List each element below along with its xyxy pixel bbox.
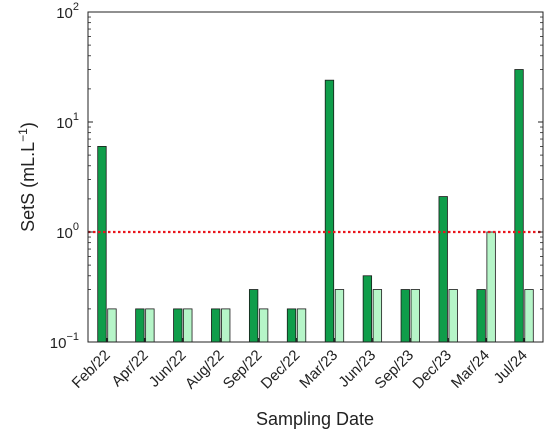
x-tick-label: Dec/23 [409, 347, 455, 393]
plot-area-background [88, 12, 543, 342]
bar-Jun-22-series-2 [183, 308, 193, 343]
bar-Feb-22-series-1 [97, 145, 107, 343]
bar-Feb-22-series-2 [107, 308, 117, 343]
bar-Jun-22-series-1 [173, 308, 183, 343]
y-tick-label: 10−1 [50, 331, 79, 352]
y-tick-label: 102 [56, 1, 79, 22]
bar-Aug-22-series-2 [221, 308, 231, 343]
y-tick-label: 100 [56, 221, 79, 242]
x-tick-label: Jun/23 [335, 347, 379, 391]
y-tick-exponent: 0 [73, 221, 79, 233]
x-tick-label: Mar/23 [296, 347, 341, 392]
x-axis-label: Sampling Date [256, 409, 374, 429]
bars-group [97, 69, 534, 343]
bar-Dec-23-series-2 [448, 289, 458, 343]
y-tick-label: 101 [56, 111, 79, 132]
bar-Mar-24-series-1 [476, 289, 486, 343]
bar-Jun-23-series-2 [372, 289, 383, 343]
bar-Mar-23-series-1 [324, 79, 335, 343]
bar-Jul-24-series-1 [514, 69, 524, 343]
bar-Sep-23-series-2 [410, 289, 420, 343]
plot-frame [87, 11, 544, 343]
bar-Dec-22-series-1 [286, 308, 297, 343]
bar-Sep-22-series-2 [258, 308, 269, 343]
y-axis-label-text: SetS (mL.L [18, 142, 38, 232]
x-tick-label: Sep/23 [371, 347, 417, 393]
x-tick-label: Jun/22 [146, 347, 190, 391]
y-tick-base: 10 [56, 115, 73, 132]
y-axis-label-exponent: −1 [16, 128, 30, 142]
x-tick-label: Aug/22 [182, 347, 228, 393]
x-ticks-group: Feb/22Apr/22Jun/22Aug/22Sep/22Dec/22Mar/… [69, 338, 531, 392]
bar-Sep-23-series-1 [400, 289, 410, 343]
bar-Dec-22-series-2 [296, 308, 307, 343]
x-tick-label: Mar/24 [448, 347, 493, 392]
y-axis-label-close: ) [18, 122, 38, 128]
y-tick-exponent: 1 [73, 111, 79, 123]
x-tick-label: Jul/24 [491, 347, 531, 387]
bar-Jul-24-series-2 [524, 289, 534, 343]
bar-Apr-22-series-1 [135, 308, 145, 343]
bar-Mar-23-series-2 [334, 289, 345, 343]
bar-Jun-23-series-1 [362, 275, 373, 343]
bar-Aug-22-series-1 [211, 308, 221, 343]
bar-Apr-22-series-2 [145, 308, 155, 343]
y-tick-base: 10 [50, 335, 67, 352]
x-tick-label: Dec/22 [258, 347, 304, 393]
y-tick-exponent: 2 [73, 1, 79, 13]
y-tick-base: 10 [56, 5, 73, 22]
bar-Dec-23-series-1 [438, 196, 448, 343]
x-tick-label: Apr/22 [108, 347, 151, 390]
y-tick-base: 10 [56, 225, 73, 242]
y-tick-exponent: −1 [66, 331, 79, 343]
y-axis-label: SetS (mL.L−1) [16, 122, 38, 232]
x-tick-label: Sep/22 [220, 347, 266, 393]
bar-Mar-24-series-2 [486, 231, 496, 343]
x-tick-label: Feb/22 [69, 347, 114, 392]
bar-Sep-22-series-1 [248, 289, 259, 343]
